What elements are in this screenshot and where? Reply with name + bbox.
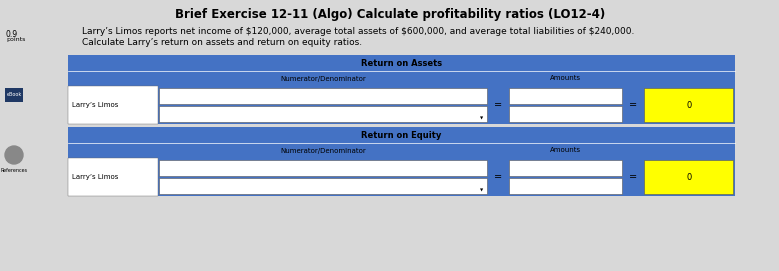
FancyBboxPatch shape (159, 106, 487, 122)
FancyBboxPatch shape (68, 158, 158, 196)
FancyBboxPatch shape (509, 160, 622, 176)
FancyBboxPatch shape (68, 86, 735, 124)
Circle shape (5, 146, 23, 164)
Text: =: = (494, 100, 502, 110)
Text: 0.9: 0.9 (6, 30, 18, 39)
Text: Amounts: Amounts (550, 147, 581, 153)
Text: Amounts: Amounts (550, 76, 581, 82)
Text: References: References (1, 168, 27, 173)
Text: ▼: ▼ (481, 116, 484, 120)
FancyBboxPatch shape (159, 88, 487, 104)
Text: Calculate Larry’s return on assets and return on equity ratios.: Calculate Larry’s return on assets and r… (82, 38, 362, 47)
Text: =: = (494, 172, 502, 182)
Text: eBook: eBook (6, 92, 22, 98)
FancyBboxPatch shape (159, 160, 487, 176)
Text: points: points (6, 37, 26, 42)
FancyBboxPatch shape (509, 88, 622, 104)
FancyBboxPatch shape (68, 127, 735, 143)
FancyBboxPatch shape (68, 86, 158, 124)
Text: ▼: ▼ (481, 188, 484, 192)
FancyBboxPatch shape (68, 71, 735, 86)
FancyBboxPatch shape (5, 88, 23, 102)
Text: =: = (629, 172, 637, 182)
Text: Numerator/Denominator: Numerator/Denominator (280, 76, 366, 82)
Text: Brief Exercise 12-11 (Algo) Calculate profitability ratios (LO12-4): Brief Exercise 12-11 (Algo) Calculate pr… (174, 8, 605, 21)
Text: 0: 0 (686, 173, 692, 182)
FancyBboxPatch shape (644, 160, 733, 194)
Text: 0: 0 (686, 101, 692, 109)
FancyBboxPatch shape (68, 158, 735, 196)
Text: Larry’s Limos: Larry’s Limos (72, 102, 118, 108)
FancyBboxPatch shape (68, 143, 735, 158)
FancyBboxPatch shape (509, 106, 622, 122)
Text: Numerator/Denominator: Numerator/Denominator (280, 147, 366, 153)
Text: Larry’s Limos reports net income of $120,000, average total assets of $600,000, : Larry’s Limos reports net income of $120… (82, 27, 634, 36)
Text: Larry’s Limos: Larry’s Limos (72, 174, 118, 180)
FancyBboxPatch shape (509, 178, 622, 194)
FancyBboxPatch shape (159, 178, 487, 194)
FancyBboxPatch shape (68, 55, 735, 71)
Text: Return on Assets: Return on Assets (361, 59, 442, 67)
Text: =: = (629, 100, 637, 110)
Text: Return on Equity: Return on Equity (361, 131, 442, 140)
FancyBboxPatch shape (644, 88, 733, 122)
